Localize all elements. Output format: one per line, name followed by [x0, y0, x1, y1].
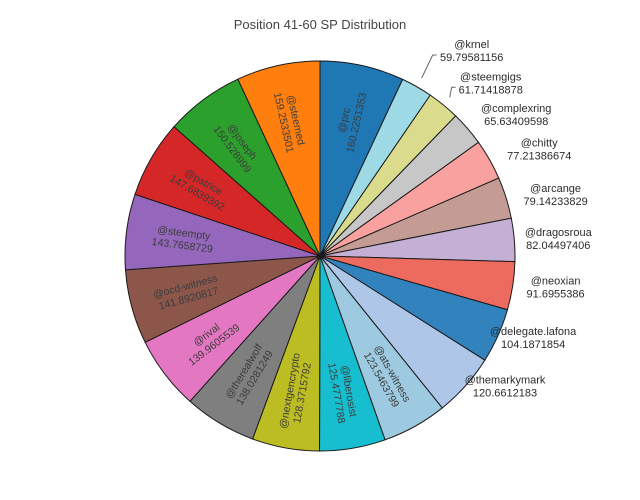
slice-outside-label-dragosroua: @dragosroua 82.04497406	[525, 227, 593, 252]
slice-outside-label-steemgigs: @steemgigs 61.71418878	[459, 71, 523, 96]
chart-title: Position 41-60 SP Distribution	[233, 17, 407, 32]
slice-outside-label-neoxian: @neoxian 91.6955386	[527, 276, 585, 301]
slice-inside-label-prc: @prc160.2251353	[332, 89, 369, 154]
pie-slice-steemed[interactable]	[237, 60, 321, 257]
slice-outside-label-delegate.lafona: @delegate.lafona 104.1871854	[490, 326, 577, 351]
slice-outside-label-krnel: @krnel 59.79581156	[440, 39, 503, 64]
slice-outside-label-complexring: @complexring 65.63409598	[481, 103, 551, 128]
slice-outside-label-arcange: @arcange 79.14233829	[523, 183, 587, 208]
label-leader-line-krnel	[421, 54, 437, 79]
slice-outside-label-themarkymark: @themarkymark 120.6612183	[465, 375, 546, 400]
label-leader-line-steemgigs	[449, 86, 456, 98]
slice-outside-label-chitty: @chitty 77.21386674	[507, 138, 571, 163]
